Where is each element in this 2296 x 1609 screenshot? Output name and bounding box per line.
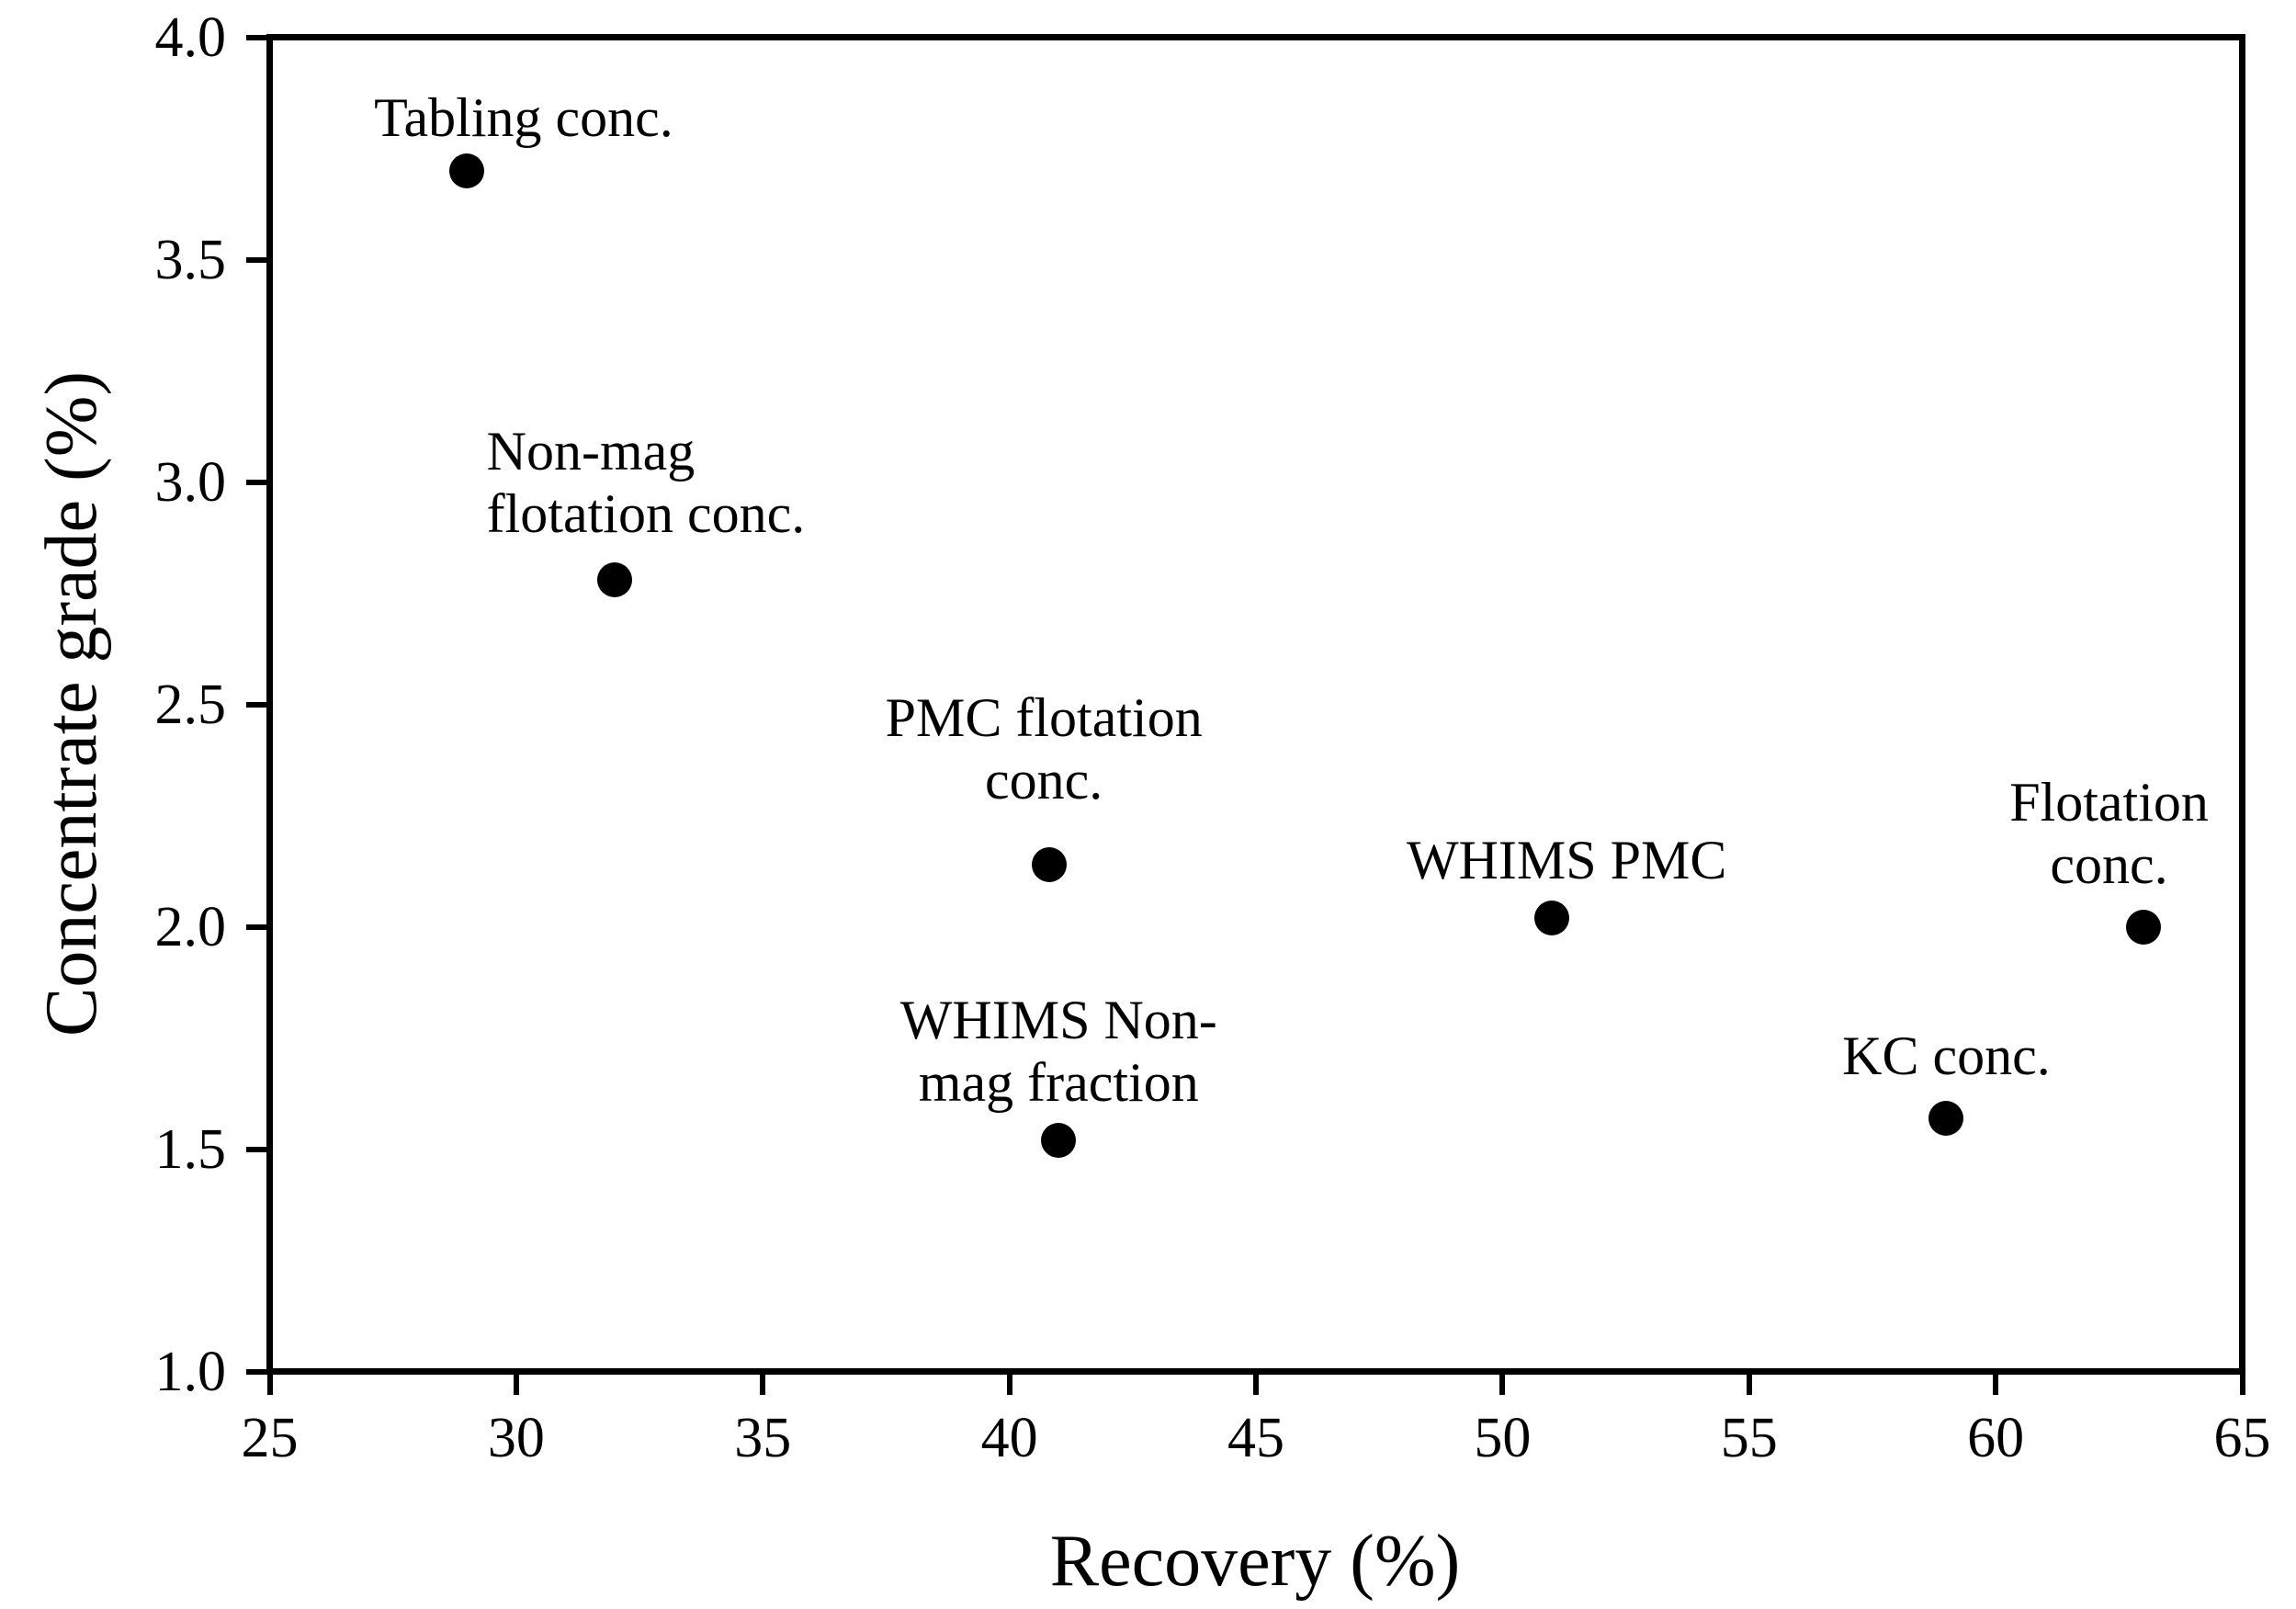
point-label-line: conc. xyxy=(2050,833,2168,895)
y-tick-label: 4.0 xyxy=(154,6,227,69)
y-axis-tick xyxy=(246,479,266,485)
data-point-non-mag-flotation-conc xyxy=(597,561,633,597)
data-point-flotation-conc xyxy=(2126,909,2162,945)
data-point-whims-pmc xyxy=(1534,900,1570,935)
point-label-line: PMC flotation xyxy=(885,686,1203,748)
x-axis-tick xyxy=(1746,1375,1752,1395)
x-tick-label: 55 xyxy=(1720,1407,1778,1469)
x-axis-tick xyxy=(513,1375,519,1395)
x-axis-tick xyxy=(1006,1375,1012,1395)
x-tick-label: 60 xyxy=(1967,1407,2025,1469)
point-label-pmc-flotation-conc: PMC flotation conc. xyxy=(886,686,1203,811)
y-tick-label: 2.5 xyxy=(154,673,227,736)
point-label-whims-pmc: WHIMS PMC xyxy=(1407,829,1726,891)
y-tick-label: 1.5 xyxy=(154,1117,227,1181)
data-point-tabling-conc xyxy=(449,153,485,188)
x-tick-label: 30 xyxy=(487,1407,545,1469)
x-tick-label: 35 xyxy=(734,1407,792,1469)
x-tick-label: 40 xyxy=(980,1407,1038,1469)
y-tick-label: 3.5 xyxy=(154,228,227,291)
point-label-line: KC conc. xyxy=(1842,1025,2051,1086)
point-label-line: flotation conc. xyxy=(486,482,806,544)
point-label-flotation-conc: Flotation conc. xyxy=(2009,771,2209,896)
plot-area xyxy=(266,34,2245,1375)
x-tick-label: 65 xyxy=(2213,1407,2271,1469)
data-point-whims-non-mag-fraction xyxy=(1041,1122,1077,1158)
y-tick-label: 3.0 xyxy=(154,450,227,514)
x-axis-tick xyxy=(1993,1375,1999,1395)
x-axis-tick xyxy=(1499,1375,1506,1395)
x-tick-label: 45 xyxy=(1227,1407,1284,1469)
x-tick-label: 50 xyxy=(1474,1407,1532,1469)
point-label-line: Tabling conc. xyxy=(374,86,673,148)
x-axis-tick xyxy=(760,1375,766,1395)
y-axis-tick xyxy=(246,923,266,930)
y-axis-tick xyxy=(246,1146,266,1152)
point-label-line: Non-mag xyxy=(486,420,696,482)
data-point-pmc-flotation-conc xyxy=(1031,846,1067,882)
point-label-line: conc. xyxy=(985,749,1103,810)
data-point-kc-conc xyxy=(1928,1100,1964,1136)
y-axis-tick xyxy=(246,256,266,263)
x-axis-title: Recovery (%) xyxy=(1049,1521,1461,1602)
point-label-tabling-conc: Tabling conc. xyxy=(374,86,673,149)
point-label-line: Flotation xyxy=(2009,771,2209,833)
x-axis-tick xyxy=(266,1375,273,1395)
point-label-non-mag-flotation-conc: Non-mag flotation conc. xyxy=(487,420,806,545)
y-tick-label: 2.0 xyxy=(154,895,227,958)
point-label-kc-conc: KC conc. xyxy=(1842,1025,2051,1087)
x-axis-tick xyxy=(1253,1375,1259,1395)
point-label-line: WHIMS Non- xyxy=(899,990,1217,1051)
x-axis-tick xyxy=(2239,1375,2245,1395)
y-axis-tick xyxy=(246,1368,266,1375)
point-label-whims-non-mag-fraction: WHIMS Non-mag fraction xyxy=(900,989,1217,1114)
y-tick-label: 1.0 xyxy=(154,1340,227,1403)
y-axis-tick xyxy=(246,34,266,40)
x-tick-label: 25 xyxy=(241,1407,299,1469)
y-axis-tick xyxy=(246,701,266,708)
point-label-line: WHIMS PMC xyxy=(1406,829,1727,890)
point-label-line: mag fraction xyxy=(918,1052,1199,1114)
